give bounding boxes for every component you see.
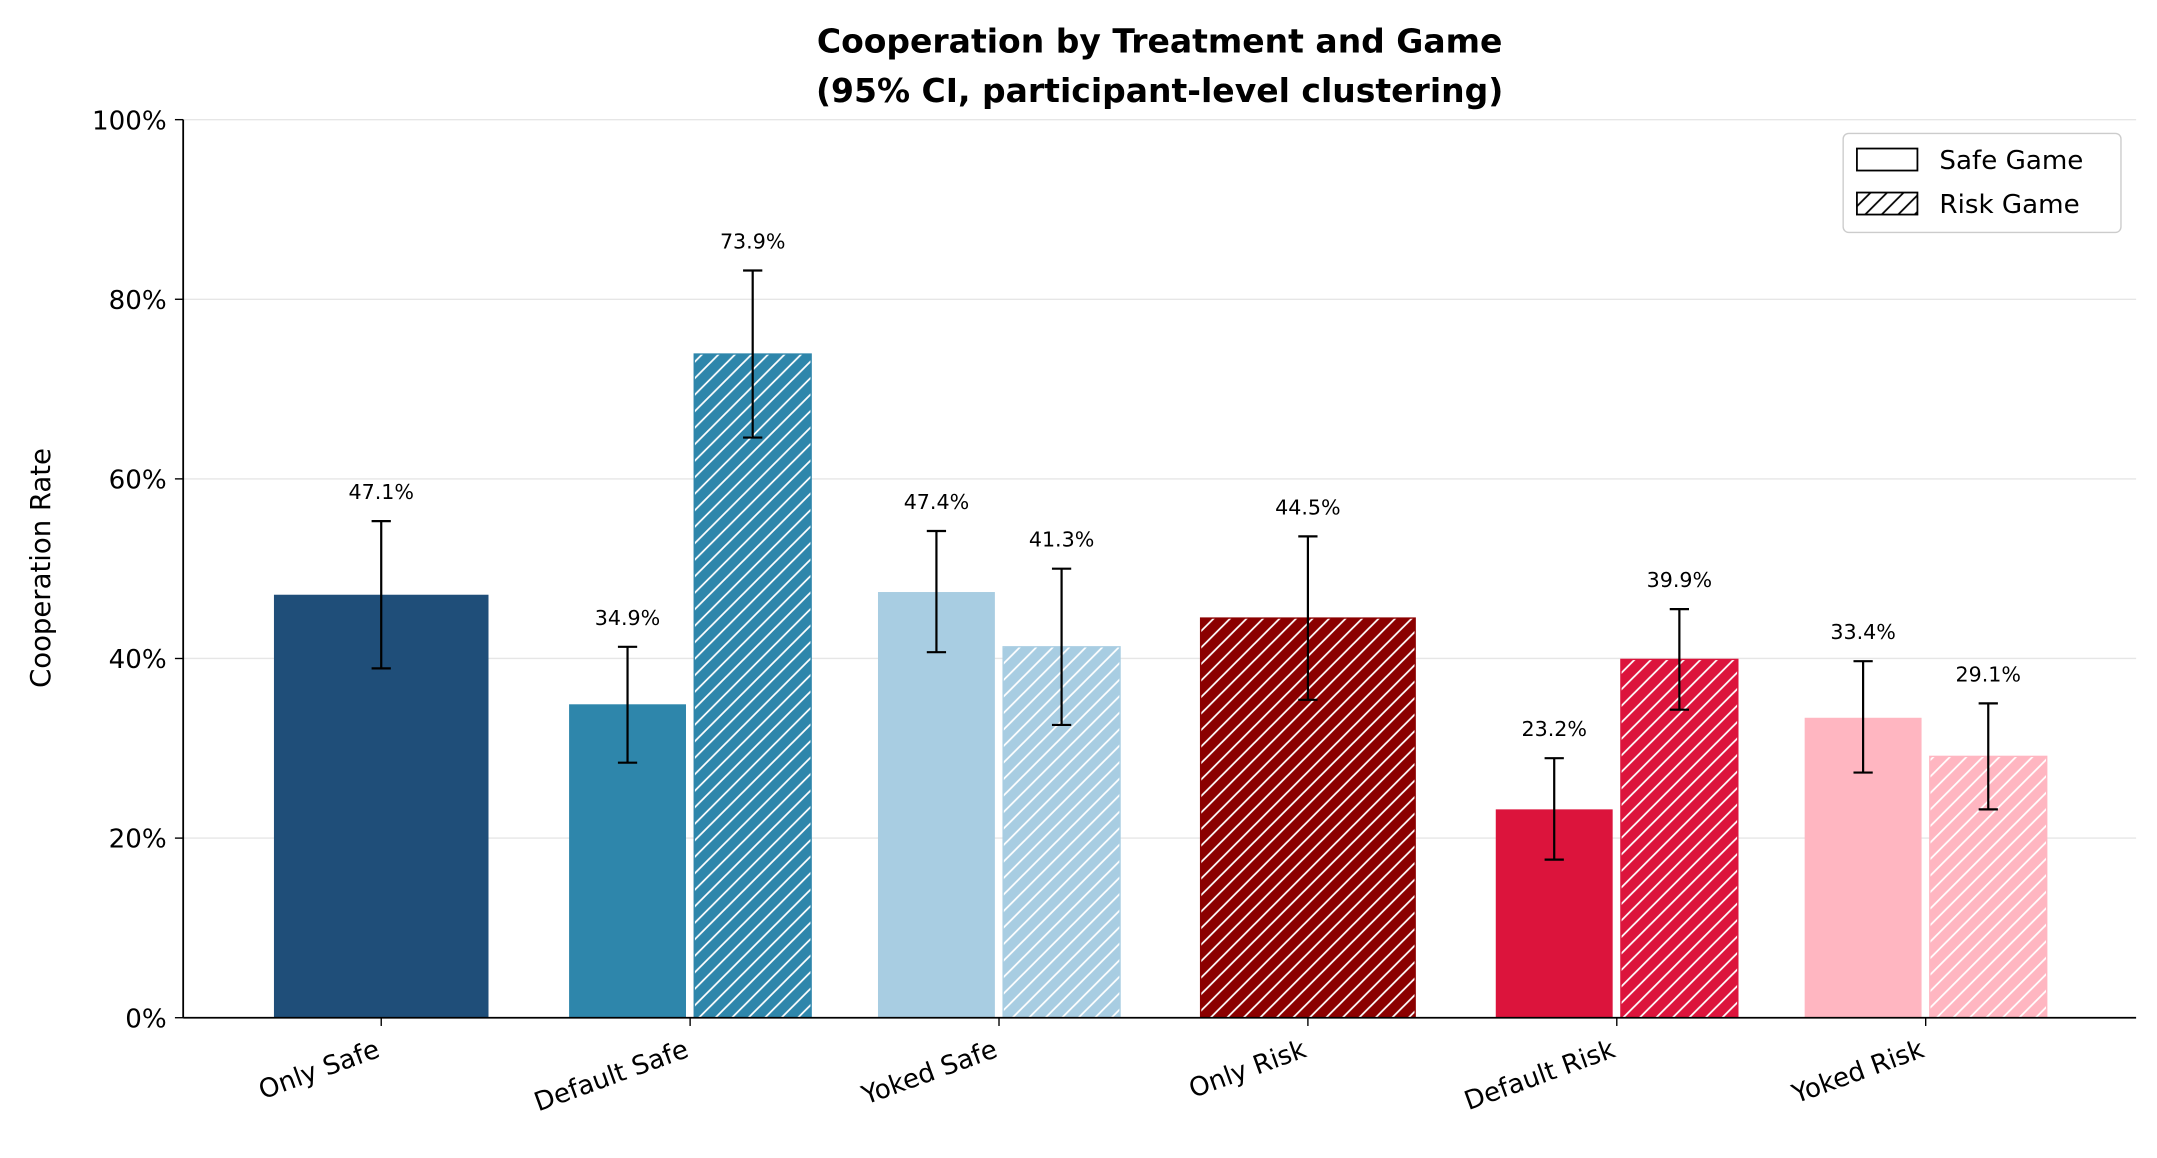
value-label: 34.9% [595, 606, 660, 630]
value-label: 73.9% [720, 230, 785, 254]
error-bar [1051, 567, 1072, 727]
legend-label: Risk Game [1939, 190, 2079, 220]
y-tick-label: 60% [109, 466, 167, 496]
bar [693, 353, 812, 1019]
y-tick-label: 40% [109, 645, 167, 675]
chart-title: (95% CI, participant-level clustering) [816, 71, 1503, 110]
bar [877, 592, 995, 1018]
bar [1620, 658, 1739, 1019]
x-tick-label: Only Risk [1185, 1034, 1311, 1104]
legend-swatch [1856, 191, 1919, 216]
error-bar [1544, 757, 1564, 861]
chart-title: Cooperation by Treatment and Game [817, 21, 1503, 60]
y-axis-label: Cooperation Rate [25, 448, 57, 688]
value-label: 41.3% [1029, 528, 1094, 552]
y-tick-label: 20% [109, 825, 167, 855]
value-label: 23.2% [1521, 717, 1586, 741]
error-bar [1669, 607, 1689, 711]
error-bar [1978, 702, 1998, 811]
value-label: 47.4% [904, 490, 969, 514]
y-tick-label: 80% [109, 286, 167, 316]
value-label: 39.9% [1647, 568, 1712, 592]
error-bar [371, 519, 391, 670]
value-label: 29.1% [1956, 662, 2021, 686]
x-tick-label: Only Safe [255, 1035, 384, 1106]
x-tick-label: Default Safe [530, 1035, 692, 1118]
value-label: 44.5% [1275, 495, 1340, 519]
legend-swatch [1856, 147, 1919, 172]
y-tick-label: 100% [92, 106, 167, 136]
x-tick-label: Yoked Risk [1787, 1034, 1928, 1110]
error-bar [617, 645, 638, 764]
legend-label: Safe Game [1939, 146, 2083, 176]
y-tick-label: 0% [125, 1004, 166, 1034]
error-bar [926, 529, 947, 654]
x-tick-label: Default Risk [1461, 1034, 1620, 1116]
error-bar [1298, 535, 1318, 701]
value-label: 47.1% [348, 480, 413, 504]
error-bar [1853, 660, 1873, 774]
value-label: 33.4% [1830, 620, 1895, 644]
error-bar [743, 269, 763, 439]
x-tick-label: Yoked Safe [857, 1035, 1001, 1112]
